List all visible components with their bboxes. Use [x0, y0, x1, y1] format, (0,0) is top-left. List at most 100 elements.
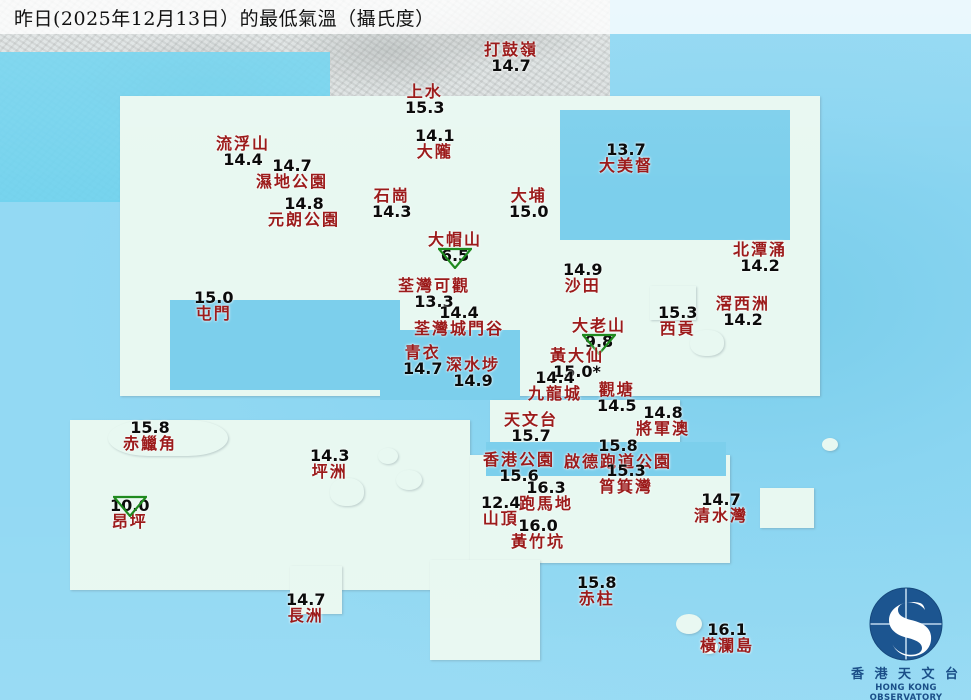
- station-temperature: 16.0: [518, 516, 558, 535]
- station-temperature: 14.9: [563, 260, 603, 279]
- station-name: 赤柱: [578, 589, 615, 609]
- station-name: 沙田: [564, 276, 601, 296]
- small-island-3: [822, 438, 838, 451]
- station-temperature: 15.3: [658, 303, 698, 322]
- station-label: 大帽山 6.5: [428, 230, 483, 265]
- sharp-island: [650, 286, 696, 320]
- station-temperature: 13.3: [414, 292, 454, 312]
- station-name: 荃灣可觀: [398, 276, 471, 295]
- hko-swirl-icon: [868, 586, 944, 662]
- station-temperature: 14.7: [403, 359, 443, 379]
- station-temperature: 15.6: [499, 466, 539, 486]
- station-name: 坪洲: [311, 462, 348, 482]
- page-title: 昨日(2025年12月13日）的最低氣溫（攝氏度）: [14, 7, 435, 30]
- station-label: 13.7 大美督: [599, 141, 653, 175]
- station-label: 14.7 清水灣: [694, 491, 749, 526]
- station-label: 15.3 筲箕灣: [599, 461, 654, 497]
- station-temperature: 14.9: [453, 371, 493, 391]
- station-name: 黃竹坑: [511, 532, 566, 552]
- station-temperature: 14.5: [597, 396, 637, 416]
- po-toi-island-landmass: [700, 640, 718, 654]
- chek-lap-kok-landmass: [108, 420, 228, 456]
- station-name: 觀塘: [598, 380, 635, 399]
- station-label: 16.1 橫瀾島: [700, 620, 755, 656]
- station-name: 清水灣: [694, 506, 749, 526]
- station-label: 15.8 赤柱: [577, 574, 616, 609]
- station-name: 上水: [406, 82, 443, 101]
- station-label: 青衣 14.7: [403, 343, 443, 379]
- hko-logo-zh: 香 港 天 文 台: [850, 667, 962, 682]
- station-temperature: 14.2: [723, 310, 763, 330]
- waglan-island-landmass: [676, 614, 702, 634]
- station-temperature: 14.7: [286, 590, 326, 609]
- station-label: 14.7 濕地公園: [256, 157, 329, 192]
- station-label: 16.3 跑馬地: [519, 478, 574, 514]
- station-name: 橫瀾島: [700, 636, 755, 656]
- station-label: 大埔 15.0: [509, 186, 548, 221]
- station-temperature: 15.8: [130, 418, 170, 437]
- station-temperature: 16.1: [707, 620, 747, 639]
- station-name: 大老山: [572, 316, 627, 335]
- station-name: 將軍澳: [636, 419, 691, 439]
- station-label: 15.8 啟德跑道公園: [564, 436, 673, 472]
- station-label: 深水埗 14.9: [446, 356, 500, 391]
- station-name: 滘西洲: [716, 294, 771, 313]
- station-temperature: 14.8: [284, 194, 324, 213]
- map-title-bar: 昨日(2025年12月13日）的最低氣溫（攝氏度）: [0, 0, 971, 34]
- station-name: 山頂: [482, 509, 519, 529]
- station-label: 14.8 將軍澳: [636, 404, 691, 439]
- station-temperature: 14.2: [740, 256, 780, 276]
- station-label: 15.0 屯門: [194, 289, 233, 323]
- small-island-2: [396, 470, 422, 490]
- rambler-channel-water: [380, 330, 520, 400]
- station-name: 九龍城: [528, 384, 583, 404]
- station-temperature: 16.3: [526, 478, 566, 497]
- station-name: 元朗公園: [268, 210, 341, 230]
- lamma-island-landmass: [430, 560, 540, 660]
- station-name: 青衣: [404, 343, 441, 362]
- station-label: 15.8 赤鱲角: [123, 418, 178, 454]
- station-name: 昂坪: [111, 512, 148, 532]
- station-name: 筲箕灣: [599, 477, 654, 497]
- station-label: 荃灣可觀 13.3: [398, 276, 471, 312]
- station-name: 跑馬地: [519, 494, 574, 514]
- station-label: 10.0 昂坪: [110, 497, 149, 532]
- station-name: 北潭涌: [733, 240, 788, 259]
- station-temperature: 14.3: [372, 202, 412, 222]
- station-label: 15.3 西貢: [658, 303, 698, 339]
- station-name: 赤鱲角: [123, 434, 178, 454]
- castle-peak-bay-water: [170, 300, 400, 390]
- station-label: 黃大仙 15.0*: [550, 346, 605, 382]
- station-label: 滘西洲 14.2: [716, 294, 771, 330]
- station-name: 香港公園: [483, 450, 556, 469]
- station-label: 14.4 荃灣城門谷: [414, 304, 505, 339]
- station-label: 北潭涌 14.2: [733, 240, 788, 276]
- station-label: 14.4 九龍城: [528, 369, 583, 404]
- station-name: 荃灣城門谷: [414, 319, 505, 339]
- station-name: 大埔: [510, 186, 547, 205]
- station-name: 黃大仙: [550, 346, 605, 365]
- tung-lung-island: [760, 488, 814, 528]
- station-temperature: 15.8: [598, 436, 638, 455]
- station-temperature: 15.3: [606, 461, 646, 480]
- station-label: 打鼓嶺 14.7: [484, 40, 539, 75]
- station-temperature: 15.7: [511, 426, 551, 446]
- station-temperature: 15.0*: [553, 362, 601, 382]
- station-name: 打鼓嶺: [484, 40, 539, 59]
- station-label: 觀塘 14.5: [597, 380, 637, 416]
- station-name: 西貢: [659, 319, 696, 339]
- hko-logo-en: HONG KONG OBSERVATORY: [869, 683, 943, 700]
- victoria-harbour-water: [486, 442, 726, 476]
- station-label: 14.8 元朗公園: [268, 194, 341, 230]
- station-temperature: 15.3: [405, 98, 445, 118]
- station-name: 濕地公園: [256, 172, 329, 192]
- station-name: 啟德跑道公園: [564, 452, 673, 472]
- station-label: 香港公園 15.6: [483, 450, 556, 486]
- kau-sai-chau-island: [690, 330, 724, 356]
- station-name: 大帽山: [428, 230, 483, 249]
- station-label: 14.9 沙田: [563, 260, 603, 296]
- station-temperature: 12.4: [481, 493, 521, 512]
